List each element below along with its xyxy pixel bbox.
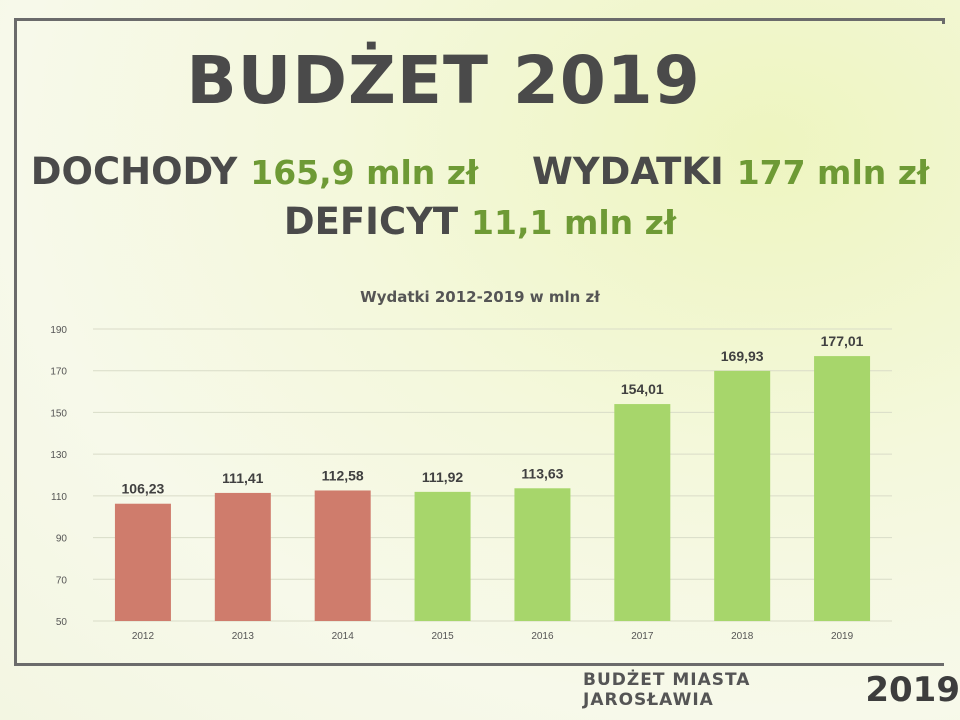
x-tick-label: 2018 <box>731 631 754 642</box>
bar <box>714 370 771 621</box>
bar <box>614 404 671 621</box>
x-tick-label: 2012 <box>132 631 155 642</box>
slide-title: BUDŻET 2019 <box>186 42 701 119</box>
x-tick-label: 2016 <box>531 631 554 642</box>
data-label: 106,23 <box>122 481 165 497</box>
bar <box>214 492 271 621</box>
bar <box>314 490 371 621</box>
x-tick-label: 2014 <box>332 631 355 642</box>
x-tick-label: 2017 <box>631 631 654 642</box>
chart-title: Wydatki 2012-2019 w mln zł <box>360 288 600 306</box>
bar <box>114 503 171 621</box>
deficit-value: 11,1 mln zł <box>471 203 677 242</box>
bar <box>414 491 471 621</box>
data-label: 111,92 <box>422 469 463 485</box>
bar <box>814 356 871 621</box>
expense-label: WYDATKI <box>532 150 724 193</box>
data-label: 169,93 <box>721 348 764 364</box>
y-tick-label: 90 <box>56 534 68 545</box>
y-tick-label: 150 <box>50 408 67 419</box>
footer-year: 2019 <box>865 670 960 710</box>
income-label: DOCHODY <box>30 150 238 193</box>
summary-line-1: DOCHODY 165,9 mln zł WYDATKI 177 mln zł <box>0 150 960 193</box>
y-tick-label: 130 <box>50 450 67 461</box>
deficit-label: DEFICYT <box>283 200 459 243</box>
data-label: 154,01 <box>621 381 664 397</box>
footer: BUDŻET MIASTA JAROSŁAWIA 2019 <box>583 670 960 710</box>
data-label: 177,01 <box>821 333 864 349</box>
expense-value: 177 mln zł <box>736 153 930 192</box>
y-tick-label: 190 <box>50 325 67 336</box>
summary-line-2: DEFICYT 11,1 mln zł <box>0 200 960 243</box>
slide-frame <box>14 18 944 666</box>
data-label: 113,63 <box>521 465 563 481</box>
bar <box>514 488 571 621</box>
income-value: 165,9 mln zł <box>250 153 479 192</box>
y-tick-label: 70 <box>56 575 68 586</box>
y-tick-label: 170 <box>50 367 67 378</box>
x-tick-label: 2015 <box>431 631 454 642</box>
data-label: 112,58 <box>322 467 364 483</box>
y-tick-label: 110 <box>51 492 67 503</box>
x-tick-label: 2013 <box>232 631 255 642</box>
data-label: 111,41 <box>222 470 263 486</box>
x-tick-label: 2019 <box>831 631 854 642</box>
frame-corner <box>942 18 945 24</box>
footer-name: BUDŻET MIASTA JAROSŁAWIA <box>583 670 751 710</box>
y-tick-label: 50 <box>56 617 68 628</box>
